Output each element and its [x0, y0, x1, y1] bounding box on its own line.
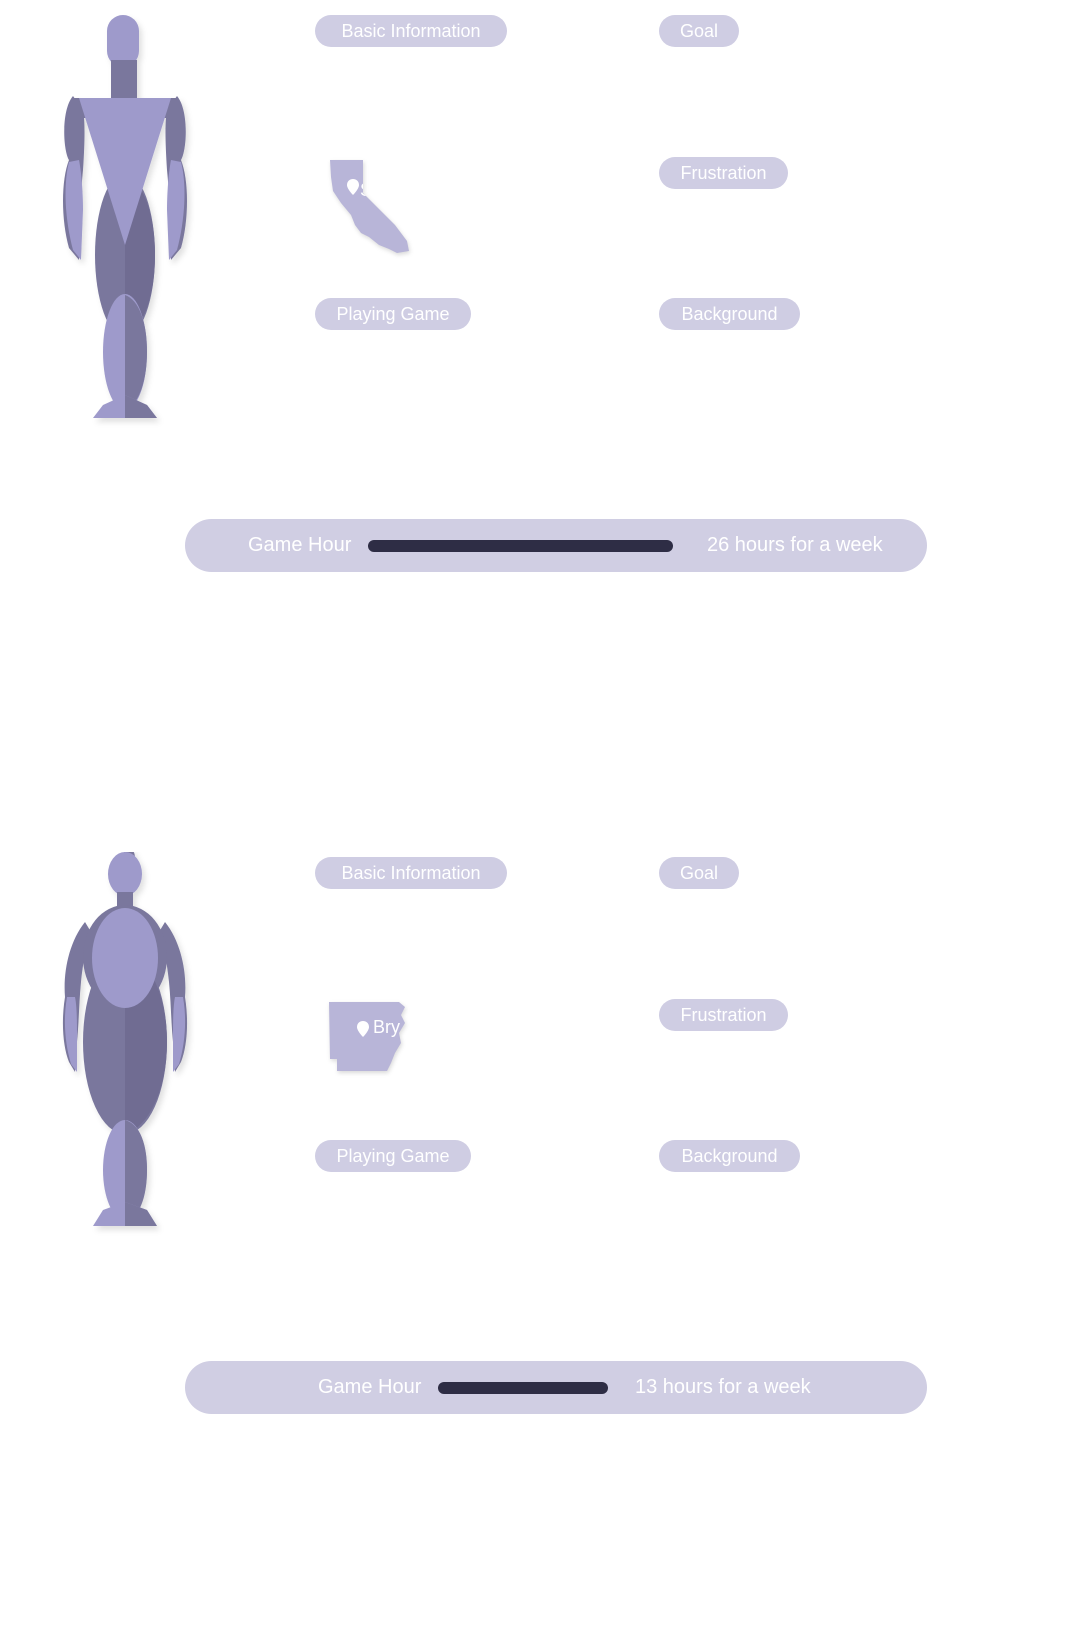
goal-tag[interactable]: Goal — [659, 15, 739, 47]
persona-card: Basic Information Goal Frustration Playi… — [0, 0, 1068, 620]
arkansas-map-icon: Bry — [325, 997, 435, 1107]
frustration-tag[interactable]: Frustration — [659, 157, 788, 189]
game-hour-value: 13 hours for a week — [635, 1376, 811, 1398]
basic-information-tag[interactable]: Basic Information — [315, 15, 507, 47]
background-tag[interactable]: Background — [659, 298, 800, 330]
game-hour-value: 26 hours for a week — [707, 534, 883, 556]
game-hour-track — [368, 540, 673, 552]
frustration-tag[interactable]: Frustration — [659, 999, 788, 1031]
city-label: Sa — [360, 180, 383, 200]
female-figure-icon — [55, 852, 195, 1272]
background-tag[interactable]: Background — [659, 1140, 800, 1172]
goal-tag[interactable]: Goal — [659, 857, 739, 889]
game-hour-bar: Game Hour 26 hours for a week — [185, 519, 927, 572]
game-hour-label: Game Hour — [318, 1376, 422, 1398]
persona-card: Basic Information Goal Frustration Playi… — [0, 842, 1068, 1462]
game-hour-label: Game Hour — [248, 534, 352, 556]
male-figure-icon — [55, 10, 195, 430]
playing-game-tag[interactable]: Playing Game — [315, 1140, 471, 1172]
california-map-icon: Sa — [325, 155, 435, 265]
game-hour-track — [438, 1382, 608, 1394]
city-label: Bry — [373, 1017, 400, 1037]
basic-information-tag[interactable]: Basic Information — [315, 857, 507, 889]
playing-game-tag[interactable]: Playing Game — [315, 298, 471, 330]
game-hour-bar: Game Hour 13 hours for a week — [185, 1361, 927, 1414]
